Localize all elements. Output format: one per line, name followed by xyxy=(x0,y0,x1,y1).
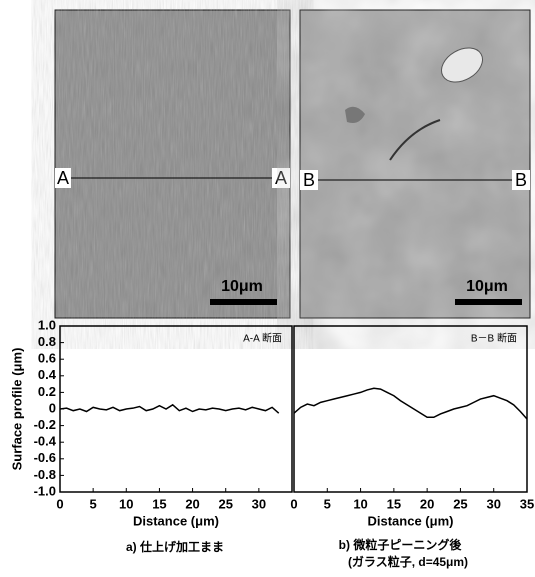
y-tick-label: -0.2 xyxy=(34,417,56,432)
x-tick-label: 25 xyxy=(218,496,232,511)
y-tick-label: -0.4 xyxy=(34,434,57,449)
scale-label: 10μm xyxy=(221,278,263,295)
x-tick-label: 5 xyxy=(90,496,97,511)
y-tick-label: -0.8 xyxy=(34,467,56,482)
x-tick-label: 30 xyxy=(486,496,500,511)
sem-image-a: A A 10μm xyxy=(54,9,291,319)
y-tick-label: -0.6 xyxy=(34,450,56,465)
x-axis-label: Distance (μm) xyxy=(133,513,219,528)
section-label: B xyxy=(515,170,527,190)
annotation: A-A 断面 xyxy=(243,332,282,345)
x-tick-label: 5 xyxy=(324,496,331,511)
y-tick-label: 0.4 xyxy=(38,367,57,382)
x-tick-label: 10 xyxy=(353,496,367,511)
scale-label: 10μm xyxy=(466,278,508,295)
section-label: B xyxy=(303,170,315,190)
x-tick-label: 15 xyxy=(152,496,166,511)
caption: a) 仕上げ加工まま xyxy=(126,539,224,554)
y-axis-label: Surface profile (μm) xyxy=(9,348,24,471)
annotation: B－B 断面 xyxy=(471,332,517,345)
sem-image-b: B B 10μm xyxy=(299,9,531,319)
plot-frame xyxy=(293,325,528,493)
profile-line xyxy=(59,403,280,414)
x-tick-label: 30 xyxy=(252,496,266,511)
y-tick-label: -1.0 xyxy=(34,483,56,498)
profile-line xyxy=(293,387,528,420)
x-tick-label: 20 xyxy=(420,496,434,511)
x-tick-label: 20 xyxy=(185,496,199,511)
x-axis-label: Distance (μm) xyxy=(368,513,454,528)
y-tick-label: 0.6 xyxy=(38,351,56,366)
x-tick-label: 25 xyxy=(453,496,467,511)
x-tick-label: 35 xyxy=(520,496,534,511)
y-tick-label: 1.0 xyxy=(38,317,56,332)
section-label: A xyxy=(57,168,69,188)
x-tick-label: 0 xyxy=(56,496,63,511)
section-label: A xyxy=(275,168,287,188)
y-tick-label: 0.8 xyxy=(38,334,56,349)
caption: (ガラス粒子, d=45μm) xyxy=(348,554,468,569)
x-tick-label: 10 xyxy=(119,496,133,511)
y-tick-label: 0.2 xyxy=(38,384,56,399)
x-tick-label: 15 xyxy=(387,496,401,511)
caption: b) 微粒子ピーニング後 xyxy=(339,537,463,552)
y-tick-label: 0 xyxy=(49,400,56,415)
x-tick-label: 0 xyxy=(290,496,297,511)
